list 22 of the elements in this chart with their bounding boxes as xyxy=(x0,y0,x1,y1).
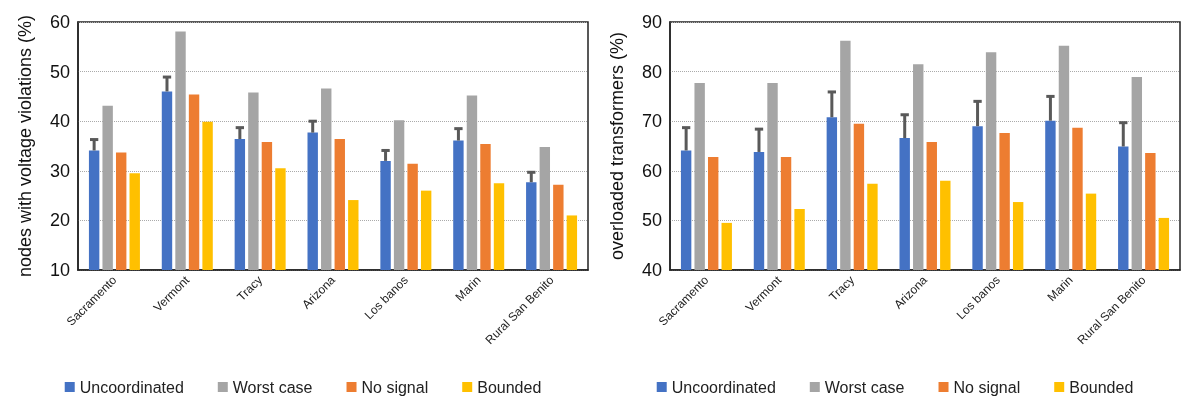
legend-label: Bounded xyxy=(477,378,542,396)
y-tick-label: 90 xyxy=(641,12,662,32)
y-tick-label: 60 xyxy=(49,12,70,32)
y-tick-label: 70 xyxy=(641,111,662,132)
y-tick-label: 40 xyxy=(49,111,70,132)
y-tick-label: 80 xyxy=(641,61,662,82)
y-tick-label: 40 xyxy=(641,260,662,280)
y-axis-title: nodes with voltage violations (%) xyxy=(15,14,35,278)
y-tick-label: 50 xyxy=(641,210,662,231)
legend-label: No signal xyxy=(953,378,1021,396)
legend-label: No signal xyxy=(361,378,429,396)
y-tick-label: 60 xyxy=(641,160,662,181)
legend-label: Bounded xyxy=(1069,378,1134,396)
y-tick-label: 50 xyxy=(49,61,70,82)
y-tick-label: 20 xyxy=(49,210,70,231)
legend-label: Worst case xyxy=(232,378,313,396)
legend-label: Uncoordinated xyxy=(671,378,776,396)
y-axis-title: overloaded transformers (%) xyxy=(607,31,627,261)
y-tick-label: 10 xyxy=(49,260,70,280)
y-tick-label: 30 xyxy=(49,160,70,181)
legend-label: Uncoordinated xyxy=(79,378,184,396)
legend-label: Worst case xyxy=(824,378,905,396)
